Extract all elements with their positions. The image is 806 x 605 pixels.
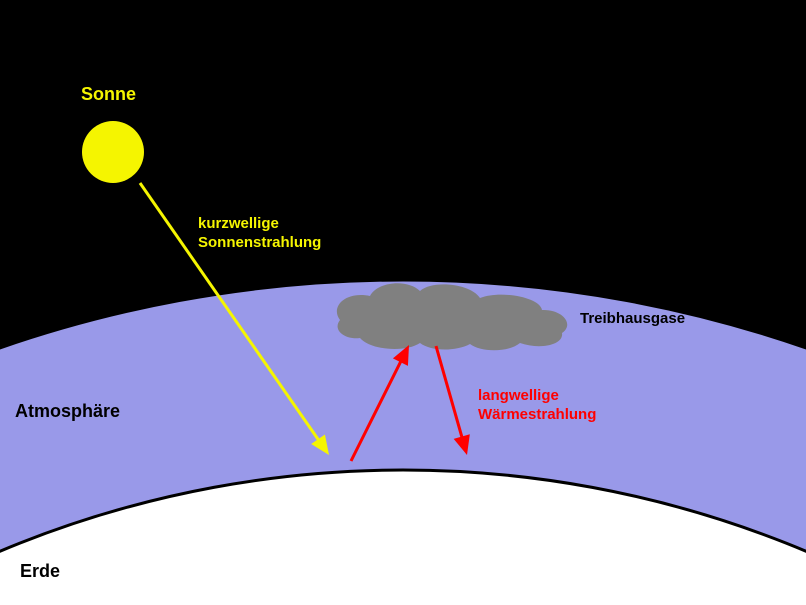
label-langwellig: langwellige Wärmestrahlung: [478, 387, 596, 425]
label-treibhausgase: Treibhausgase: [580, 310, 685, 329]
label-atmosphaere: Atmosphäre: [15, 400, 120, 423]
label-erde: Erde: [20, 560, 60, 583]
sun-icon: [82, 121, 144, 183]
label-kurzwellig: kurzwellige Sonnenstrahlung: [198, 215, 321, 253]
label-sonne: Sonne: [81, 83, 136, 106]
greenhouse-diagram: Sonne kurzwellige Sonnenstrahlung Treibh…: [0, 0, 806, 605]
